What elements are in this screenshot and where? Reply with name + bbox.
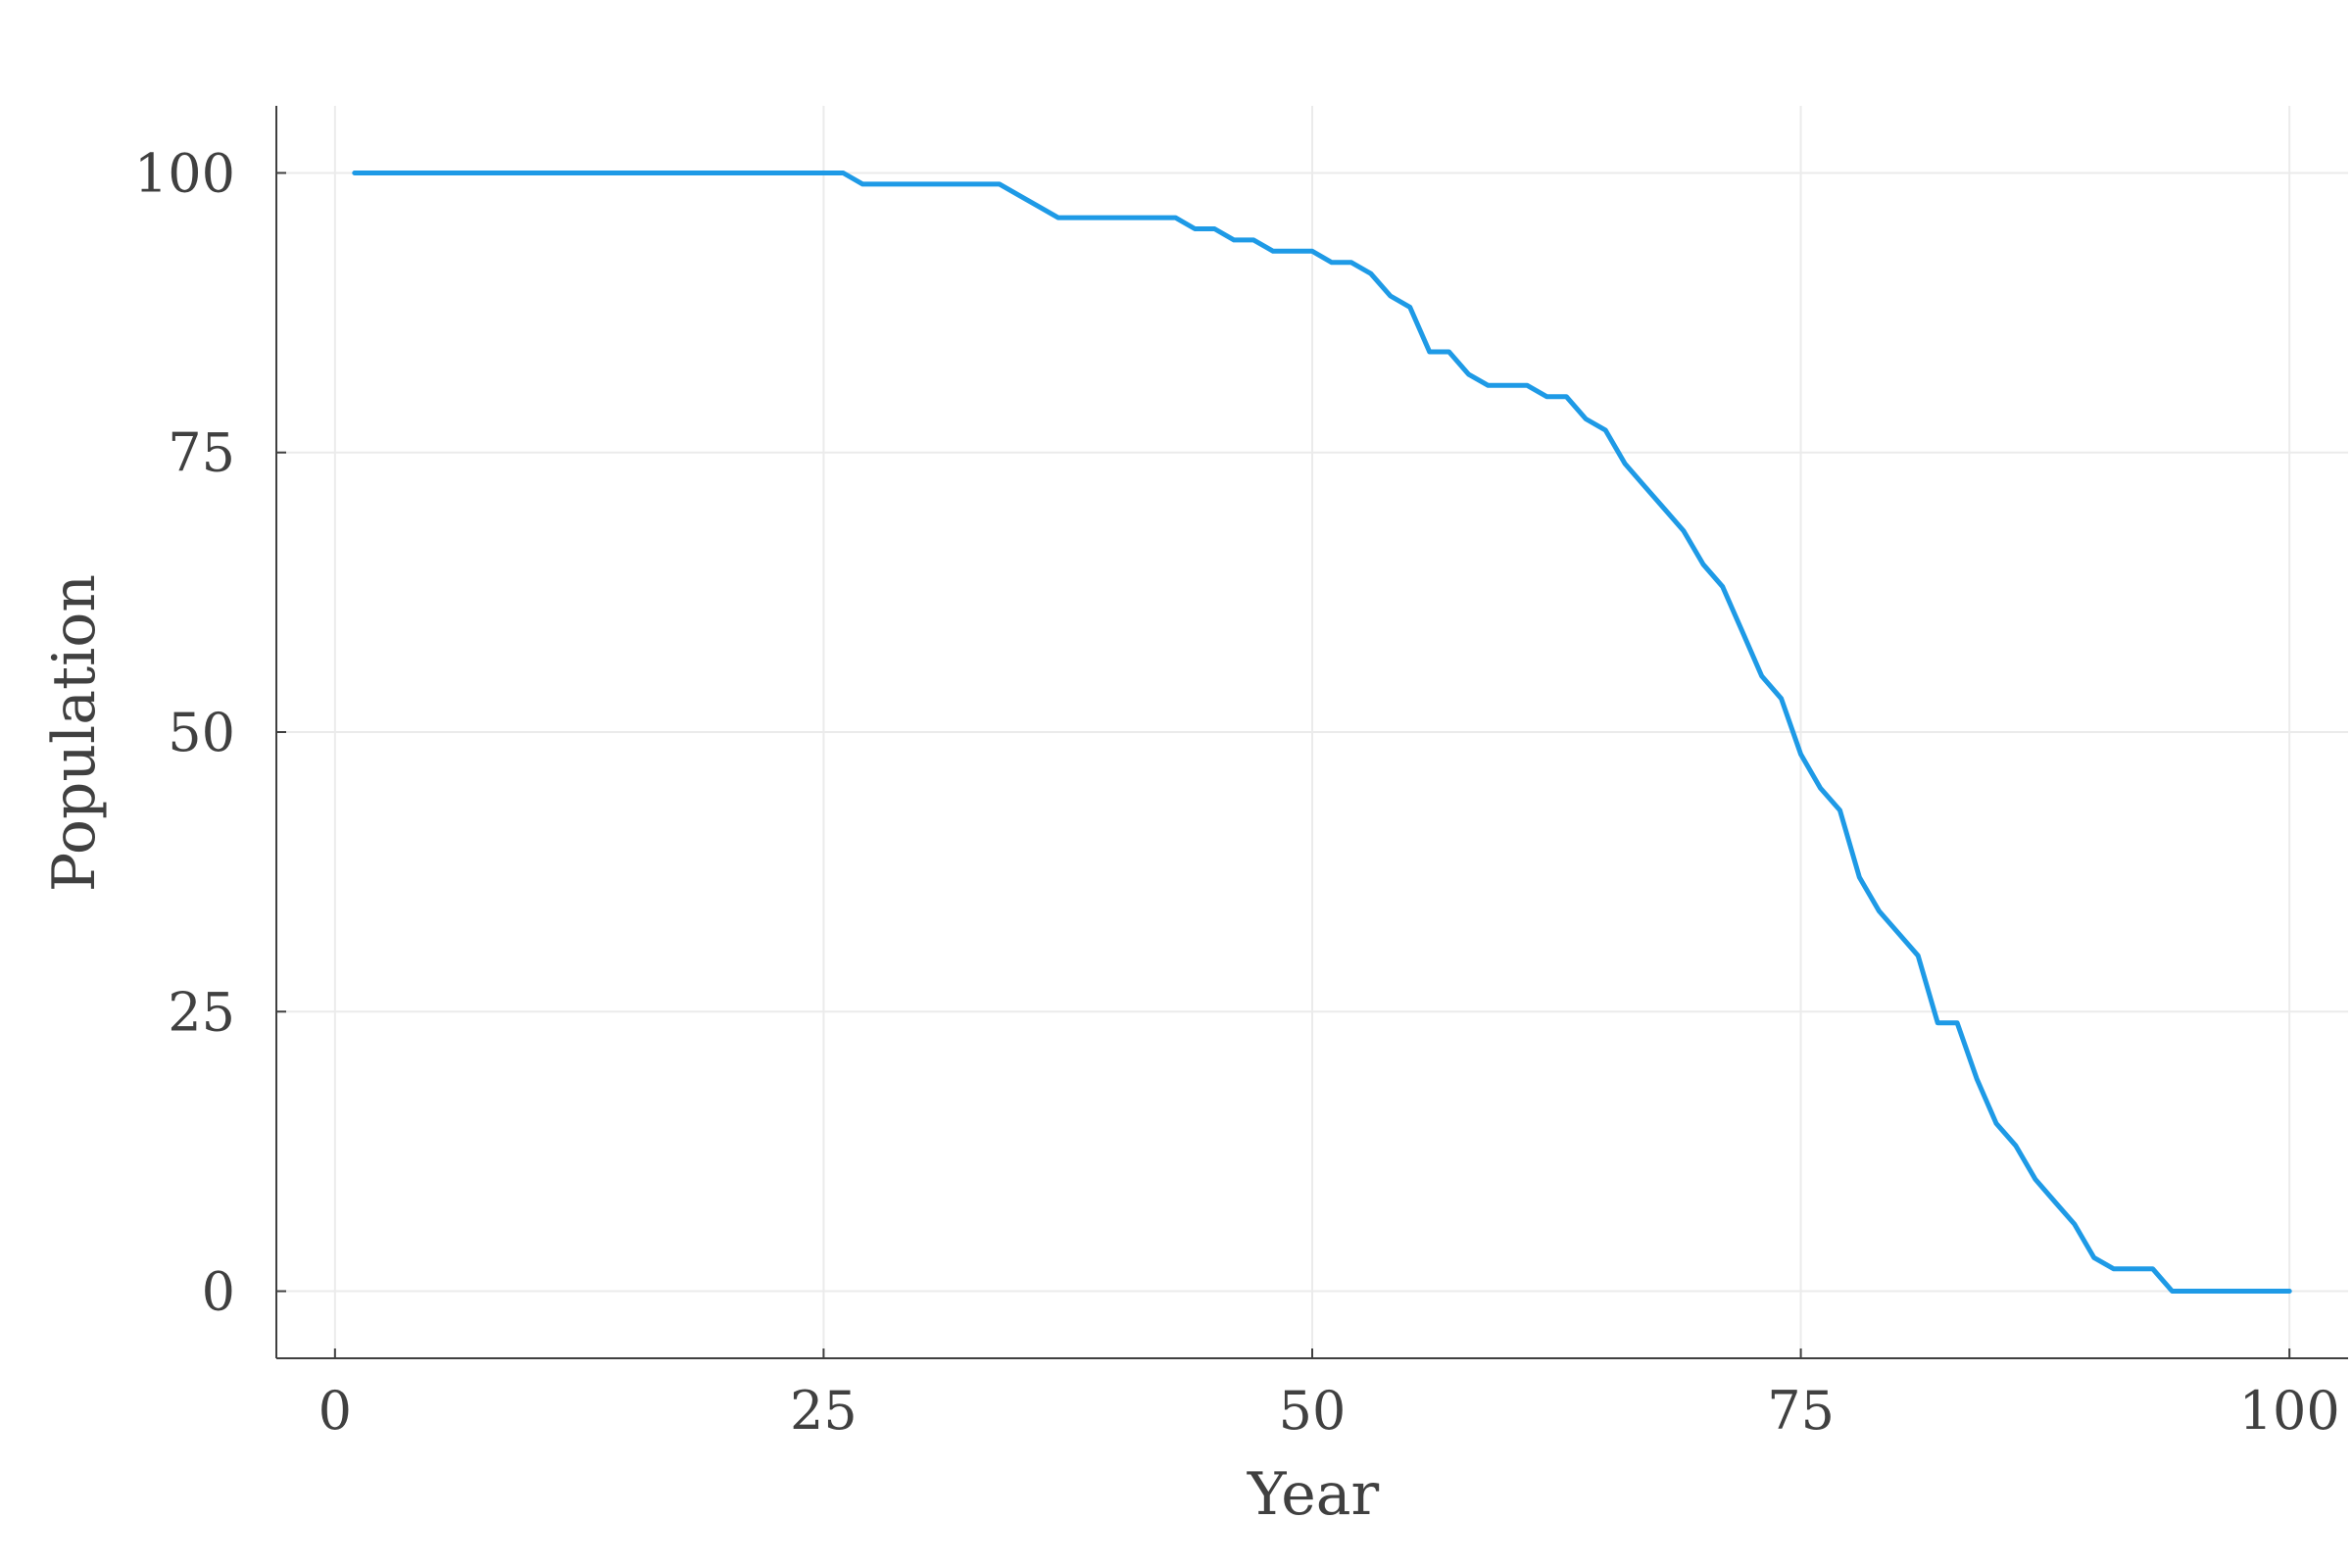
y-tick-label: 50	[168, 702, 235, 763]
y-tick-label: 100	[134, 142, 235, 204]
axes	[275, 106, 2348, 1359]
x-tick-label: 50	[1279, 1380, 1347, 1442]
series-layer	[352, 171, 2292, 1294]
tick-labels: 0 25 50 75 100 0 25 50 75 100	[134, 142, 2340, 1442]
y-tick-label: 75	[168, 422, 235, 484]
y-tick-label: 0	[202, 1261, 235, 1323]
x-tick-label: 100	[2239, 1380, 2340, 1442]
x-tick-label: 0	[318, 1380, 352, 1442]
x-tick-label: 25	[790, 1380, 858, 1442]
y-axis-title: Population	[40, 574, 109, 892]
y-tick-label: 25	[168, 981, 235, 1043]
x-tick-label: 75	[1767, 1380, 1835, 1442]
series-line	[352, 171, 2292, 1294]
grid-lines	[276, 106, 2348, 1358]
x-axis-title: Year	[1247, 1460, 1380, 1529]
